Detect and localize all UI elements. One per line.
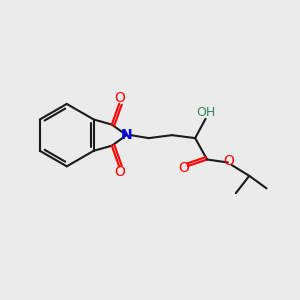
Text: O: O [114, 92, 125, 105]
Text: OH: OH [196, 106, 216, 119]
Text: N: N [121, 128, 132, 142]
Text: O: O [114, 165, 125, 179]
Text: O: O [223, 154, 234, 168]
Text: O: O [178, 160, 189, 175]
